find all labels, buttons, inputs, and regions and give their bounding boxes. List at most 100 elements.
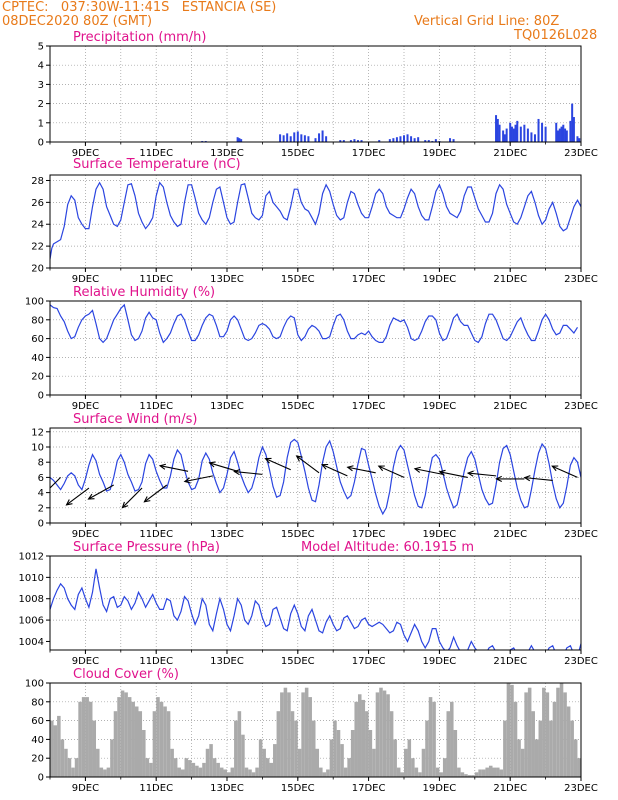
cloud-bar — [198, 767, 203, 777]
cloud-bar — [241, 734, 245, 777]
wind-title: Surface Wind (m/s) — [73, 412, 197, 427]
wind-arrow — [264, 457, 291, 471]
precipitation-bar — [356, 140, 359, 142]
cloud-bar — [202, 762, 206, 777]
wind-arrow — [183, 475, 213, 484]
pressure-xtick-label: 19DEC — [423, 656, 457, 667]
precipitation-bar — [392, 138, 395, 142]
cloud-bar — [319, 767, 323, 777]
cloud-bar — [400, 772, 404, 777]
cloud-bar — [127, 697, 132, 777]
wind-arrow — [87, 484, 114, 500]
cloud-bar — [372, 748, 376, 777]
precipitation-bar — [424, 140, 427, 142]
cloud-bar — [276, 711, 281, 777]
humidity-ytick-label: 0 — [38, 391, 44, 402]
temperature-ytick-label: 28 — [31, 176, 44, 187]
humidity-xtick-label: 19DEC — [423, 401, 457, 412]
cloud-bar — [457, 767, 461, 777]
precipitation-bar — [349, 140, 352, 142]
cloud-bar — [258, 739, 263, 777]
cloud-bar — [297, 748, 302, 777]
precipitation-bar — [238, 138, 241, 142]
cloud-bar — [467, 775, 472, 777]
cloud-bar — [184, 758, 189, 777]
precipitation-bar — [560, 126, 563, 142]
temperature-xtick-label: 13DEC — [210, 274, 244, 285]
precipitation-bar — [360, 140, 363, 142]
cloud-bar — [188, 760, 192, 777]
precipitation-bar — [303, 135, 306, 142]
cloud-bar — [354, 701, 358, 777]
cloud-bar — [311, 720, 316, 777]
humidity-xtick-label: 21DEC — [493, 401, 527, 412]
humidity-xtick-label: 17DEC — [352, 401, 386, 412]
pressure-frame — [49, 555, 582, 651]
cloud-bar — [138, 711, 143, 777]
cloud-bar — [517, 739, 521, 777]
precipitation-bar — [503, 134, 506, 142]
precipitation-xtick-label: 13DEC — [210, 148, 244, 159]
precipitation-bar — [410, 136, 413, 142]
cloud-bar — [223, 769, 227, 777]
cloud-xtick-label: 19DEC — [423, 783, 457, 794]
precipitation-data — [201, 103, 581, 142]
wind-xtick-label: 19DEC — [423, 529, 457, 540]
wind-frame — [49, 427, 582, 524]
precipitation-bar — [282, 135, 285, 142]
cloud-bar — [117, 697, 121, 777]
cloud-xtick-label: 15DEC — [281, 783, 315, 794]
cloud-bar — [336, 730, 341, 777]
cloud-bar — [96, 748, 100, 777]
pressure-grid — [50, 555, 581, 650]
precipitation-bar — [509, 122, 512, 142]
cloud-bar — [343, 767, 348, 777]
precipitation-bar — [530, 132, 533, 142]
wind-xtick-label: 13DEC — [210, 529, 244, 540]
precipitation-xtick-label: 17DEC — [352, 148, 386, 159]
precipitation-bar — [533, 134, 536, 142]
cloud-bar — [262, 748, 266, 777]
wind-arrow — [65, 487, 90, 506]
cloud-bar — [545, 692, 550, 777]
wind-xtick-label: 21DEC — [493, 529, 527, 540]
precipitation-bar — [569, 120, 572, 142]
precipitation-bar — [512, 128, 515, 142]
cloud-bar — [357, 694, 362, 777]
cloud-bar — [428, 697, 433, 777]
wind-arrow — [377, 465, 405, 478]
precipitation-ytick-label: 4 — [38, 61, 44, 72]
cloud-bar — [78, 701, 82, 777]
pressure-xtick-label: 15DEC — [281, 656, 315, 667]
cloud-bar — [453, 730, 458, 777]
cloud-bar — [248, 769, 252, 777]
cloud-ytick-label: 40 — [31, 735, 44, 746]
cloud-bar — [531, 711, 535, 777]
cloud-bar — [439, 772, 443, 777]
cloud-bar — [450, 701, 454, 777]
pressure-ytick-label: 1004 — [19, 637, 44, 648]
model-altitude: Model Altitude: 60.1915 m — [301, 540, 474, 555]
wind-xtick-label: 11DEC — [139, 529, 173, 540]
cloud-bar — [219, 767, 224, 777]
cloud-bar — [570, 720, 574, 777]
temperature-line — [50, 181, 581, 260]
cloud-bar — [53, 725, 58, 777]
station-title: CPTEC: 037:30W-11:41S ESTANCIA (SE) — [2, 0, 277, 15]
wind-data — [50, 438, 581, 516]
cloud-bar — [520, 748, 525, 777]
precipitation-bar — [556, 130, 559, 142]
cloud-bar — [301, 692, 305, 777]
cloud-bar — [209, 744, 213, 777]
cloud-bar — [103, 769, 107, 777]
cloud-bar — [446, 711, 451, 777]
wind-line — [50, 438, 581, 516]
cloud-panel: 0 20 40 60 80 100 9DEC 11DEC 13DEC 15DEC 17DEC 19DE… — [25, 667, 598, 794]
cloud-bar — [177, 767, 181, 777]
cloud-bar — [566, 706, 571, 777]
precipitation-bar — [318, 133, 321, 142]
cloud-bar — [347, 758, 351, 777]
precipitation-bar — [562, 124, 565, 142]
cloud-bar — [471, 775, 475, 777]
precipitation-bar — [427, 140, 430, 142]
